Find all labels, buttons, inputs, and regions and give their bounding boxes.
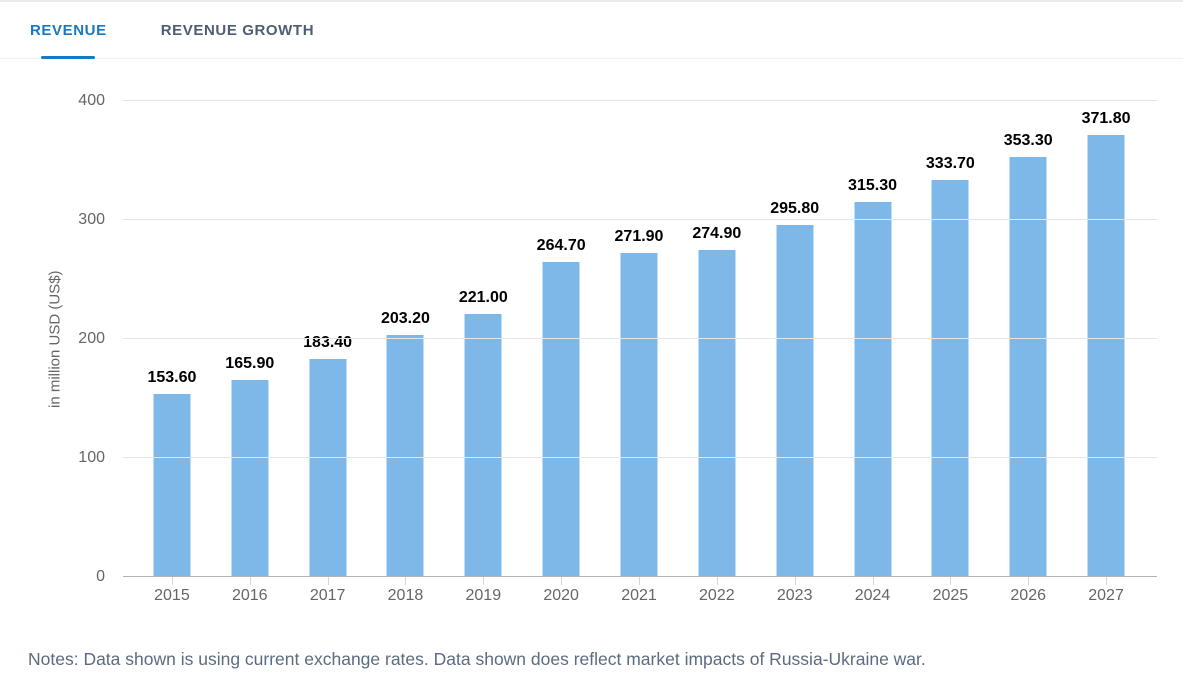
bar-2016[interactable] <box>231 379 269 577</box>
bars-row: 153.60 2015 165.90 2016 183.40 2017 203.20 2018… <box>133 101 1145 604</box>
y-tick-label: 100 <box>78 449 105 466</box>
x-tick-label-2019: 2019 <box>465 587 502 604</box>
active-tab-underline <box>41 56 96 59</box>
y-tick-label: 400 <box>78 92 105 109</box>
gridline <box>123 338 1157 339</box>
bar-2020[interactable] <box>542 262 580 577</box>
x-tick-label-2023: 2023 <box>776 587 813 604</box>
x-tick <box>638 577 640 585</box>
x-tick <box>561 577 563 585</box>
bar-2021[interactable] <box>620 253 658 577</box>
tab-revenue[interactable]: REVENUE <box>30 2 107 59</box>
x-tick <box>1106 577 1108 585</box>
bar-column-2023: 295.80 2023 <box>756 101 834 604</box>
bar-2024[interactable] <box>854 201 892 577</box>
value-label-2025: 333.70 <box>925 154 975 172</box>
tab-revenue-growth[interactable]: REVENUE GROWTH <box>161 2 314 58</box>
bar-2023[interactable] <box>776 225 814 577</box>
x-tick <box>716 577 718 585</box>
bar-column-2021: 271.90 2021 <box>600 101 678 604</box>
x-tick <box>1028 577 1030 585</box>
x-tick-label-2021: 2021 <box>621 587 657 604</box>
x-tick-label-2016: 2016 <box>231 587 268 604</box>
bar-column-2018: 203.20 2018 <box>367 101 445 604</box>
x-tick <box>249 577 251 585</box>
bar-2022[interactable] <box>698 249 736 577</box>
value-label-2027: 371.80 <box>1081 109 1131 127</box>
bar-2015[interactable] <box>153 394 191 577</box>
x-tick-label-2025: 2025 <box>932 587 969 604</box>
chart-notes: Notes: Data shown is using current excha… <box>28 649 926 669</box>
tab-bar: REVENUE REVENUE GROWTH <box>0 2 1183 59</box>
bar-2026[interactable] <box>1009 156 1047 577</box>
x-tick-label-2022: 2022 <box>699 587 735 604</box>
x-tick-label-2018: 2018 <box>387 587 424 604</box>
gridline <box>123 100 1157 101</box>
value-label-2021: 271.90 <box>614 228 664 246</box>
bar-column-2017: 183.40 2017 <box>289 101 367 603</box>
x-tick-label-2015: 2015 <box>154 587 190 604</box>
x-tick <box>794 577 796 585</box>
bar-2019[interactable] <box>464 314 502 577</box>
x-tick <box>327 577 329 585</box>
tab-revenue-label: REVENUE <box>30 21 107 39</box>
x-tick <box>872 577 874 585</box>
y-tick-label: 200 <box>78 330 105 347</box>
bar-column-2019: 221.00 2019 <box>444 101 522 604</box>
value-label-2015: 153.60 <box>147 369 197 387</box>
x-tick <box>405 577 407 585</box>
bar-column-2020: 264.70 2020 <box>522 101 600 604</box>
x-tick-label-2027: 2027 <box>1088 587 1124 604</box>
value-label-2024: 315.30 <box>848 176 897 194</box>
x-tick-label-2020: 2020 <box>543 587 579 604</box>
value-label-2023: 295.80 <box>770 200 820 217</box>
bar-2017[interactable] <box>309 358 347 577</box>
gridline <box>123 219 1157 220</box>
x-tick <box>950 577 952 585</box>
x-axis-line <box>123 576 1157 577</box>
bar-2027[interactable] <box>1087 134 1125 577</box>
gridline <box>123 457 1157 458</box>
x-tick <box>171 577 173 585</box>
value-label-2022: 274.90 <box>692 224 742 242</box>
x-tick-label-2026: 2026 <box>1010 587 1046 604</box>
value-label-2018: 203.20 <box>380 310 430 328</box>
bar-2018[interactable] <box>386 335 424 577</box>
x-tick-label-2024: 2024 <box>854 587 891 604</box>
value-label-2026: 353.30 <box>1003 131 1053 149</box>
tab-revenue-growth-label: REVENUE GROWTH <box>160 21 315 39</box>
x-tick <box>483 577 485 585</box>
bar-column-2027: 371.80 2027 <box>1067 101 1145 603</box>
bar-column-2025: 333.70 2025 <box>911 101 989 603</box>
bar-2025[interactable] <box>931 179 969 577</box>
bar-column-2026: 353.30 2026 <box>989 101 1067 603</box>
value-label-2016: 165.90 <box>225 354 275 372</box>
x-tick-label-2017: 2017 <box>309 587 346 604</box>
bar-column-2016: 165.90 2016 <box>211 101 289 603</box>
y-axis-title: in million USD (US$) <box>46 270 64 408</box>
bar-column-2024: 315.30 2024 <box>834 101 912 603</box>
bar-column-2022: 274.90 2022 <box>678 101 756 603</box>
bar-column-2015: 153.60 2015 <box>133 101 211 604</box>
plot-area: in million USD (US$) 153.60 2015 165.90 201… <box>47 93 1157 604</box>
value-label-2020: 264.70 <box>536 237 586 255</box>
y-tick-label: 300 <box>78 211 105 228</box>
value-label-2019: 221.00 <box>458 289 508 307</box>
y-tick-label: 0 <box>96 568 105 585</box>
